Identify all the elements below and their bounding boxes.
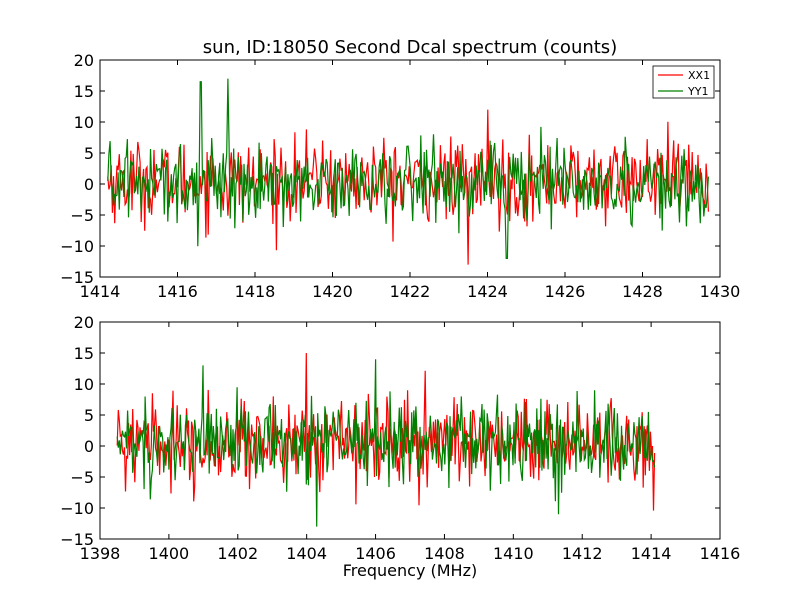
y-tick-label: 10 [74,113,94,132]
x-tick-label: 1422 [390,282,431,301]
y-tick-label: −5 [70,206,94,225]
legend-box [652,65,715,99]
x-tick-label: 1412 [562,544,603,563]
x-tick-label: 1406 [355,544,396,563]
y-tick-label: −5 [70,468,94,487]
y-tick-label: 5 [84,406,94,425]
x-tick-label: 1426 [545,282,586,301]
y-tick-label: 15 [74,344,94,363]
y-tick-label: 20 [74,51,94,70]
x-axis-label: Frequency (MHz) [343,561,477,580]
series-line-yy1 [116,359,656,527]
y-tick-label: 10 [74,375,94,394]
x-tick-label: 1408 [424,544,465,563]
top-panel: 1414 1416 1418 1420 1422 1424 1426 1428 1430 −15 −… [60,51,740,301]
x-tick-label: 1410 [493,544,534,563]
y-tick-label: −15 [60,530,94,549]
x-tick-label: 1424 [467,282,508,301]
x-tick-label: 1400 [149,544,190,563]
legend-label-yy1: YY1 [687,85,708,98]
y-tick-label: −10 [60,237,94,256]
y-tick-label: −15 [60,268,94,287]
series-line-xx1 [116,352,656,511]
axes-frame [99,321,721,540]
chart-title: sun, ID:18050 Second Dcal spectrum (coun… [203,37,617,58]
y-tick-label: −10 [60,499,94,518]
y-tick-label: 5 [84,144,94,163]
y-tick-label: 20 [74,313,94,332]
y-tick-label: 15 [74,82,94,101]
x-tick-label: 1430 [700,282,741,301]
x-tick-label: 1418 [235,282,276,301]
x-tick-label: 1420 [312,282,353,301]
y-tick-label: 0 [84,175,94,194]
series-line-yy1 [107,78,709,259]
bottom-panel: 1398 1400 1402 1404 1406 1408 1410 1412 1414 1416… [60,313,740,563]
x-tick-label: 1398 [80,544,121,563]
series-line-xx1 [107,109,709,265]
x-tick-label: 1416 [700,544,741,563]
x-tick-label: 1402 [217,544,258,563]
y-tick-label: 0 [84,437,94,456]
legend-label-xx1: XX1 [688,69,710,82]
x-tick-label: 1404 [286,544,327,563]
x-tick-label: 1414 [631,544,672,563]
x-tick-label: 1428 [622,282,663,301]
x-tick-label: 1414 [80,282,121,301]
x-tick-label: 1416 [157,282,198,301]
